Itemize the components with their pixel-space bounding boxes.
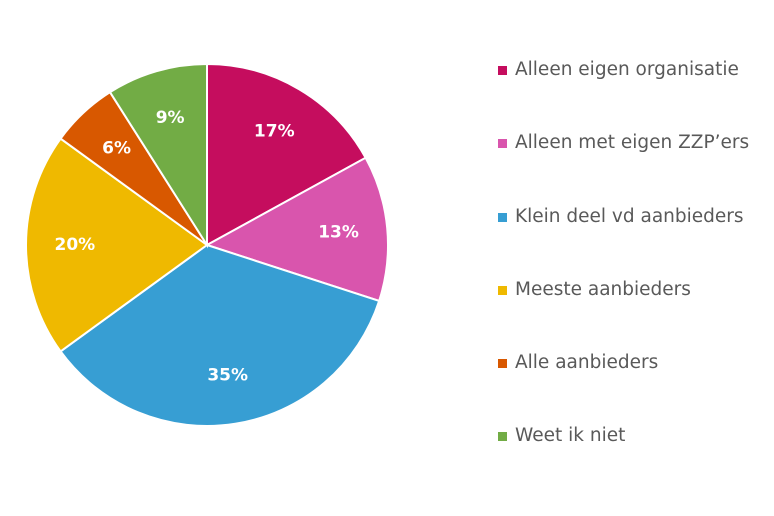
legend-item: Weet ik niet <box>498 422 749 495</box>
data-label-2: 35% <box>207 366 248 386</box>
legend-swatch <box>498 359 507 369</box>
chart-legend: Alleen eigen organisatie Alleen met eigen… <box>498 56 749 496</box>
legend-swatch <box>498 212 507 222</box>
legend-label: Alleen eigen organisatie <box>515 59 739 80</box>
legend-item: Klein deel vd aanbieders <box>498 203 749 276</box>
pie-slice-0 <box>206 62 367 247</box>
legend-item: Alle aanbieders <box>498 349 749 422</box>
legend-swatch <box>498 432 507 442</box>
pie-slice-1 <box>204 156 389 303</box>
data-label-3: 20% <box>55 235 96 255</box>
pie-slice-2 <box>59 243 381 427</box>
legend-label: Alle aanbieders <box>515 352 659 374</box>
legend-item: Alleen met eigen ZZP’ers <box>498 129 749 202</box>
pie-data-labels: 17% 13% 35% 20% 6% 9% <box>55 108 359 385</box>
legend-label: Weet ik niet <box>515 425 626 447</box>
legend-label: Alleen met eigen ZZP’ers <box>515 132 750 154</box>
pie-slice-3 <box>25 137 209 353</box>
legend-swatch <box>498 285 507 295</box>
data-label-4: 6% <box>102 139 131 159</box>
legend-label: Klein deel vd aanbieders <box>515 205 744 227</box>
data-label-0: 17% <box>254 121 295 141</box>
legend-label: Meeste aanbieders <box>515 278 691 300</box>
legend-swatch <box>498 66 507 75</box>
pie-slice-5 <box>108 62 208 249</box>
legend-swatch <box>498 139 507 149</box>
pie-slices <box>25 62 389 427</box>
data-label-1: 13% <box>318 223 359 243</box>
legend-item: Alleen eigen organisatie <box>498 56 749 129</box>
legend-item: Meeste aanbieders <box>498 276 749 349</box>
data-label-5: 9% <box>156 108 185 128</box>
